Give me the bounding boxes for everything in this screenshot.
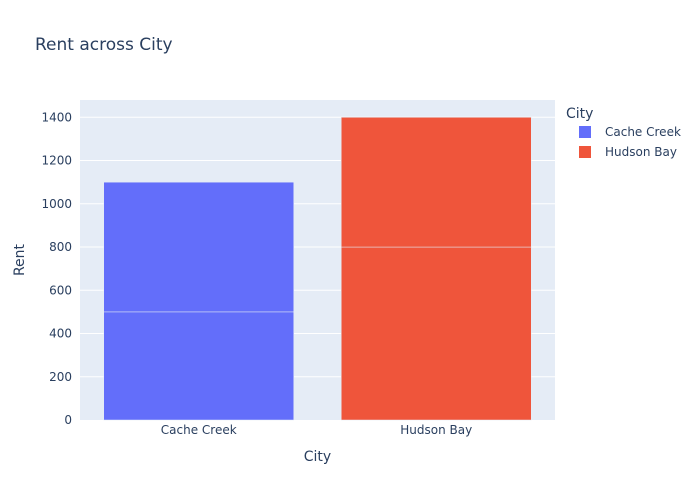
y-tick-label: 400 — [49, 327, 72, 341]
chart-title: Rent across City — [35, 35, 173, 55]
legend-swatch — [579, 126, 591, 138]
x-axis-ticks: Cache Creek Hudson Bay — [161, 423, 472, 437]
x-axis-title: City — [304, 449, 331, 465]
legend-title: City — [566, 106, 593, 122]
y-axis-ticks: 0 200 400 600 800 1000 1200 1400 — [41, 110, 72, 427]
y-tick-label: 600 — [49, 283, 72, 297]
y-tick-label: 1000 — [41, 197, 72, 211]
x-tick-label: Cache Creek — [161, 423, 237, 437]
bar-segment[interactable] — [341, 246, 532, 421]
legend[interactable]: City Cache Creek Hudson Bay — [566, 106, 681, 159]
bar-segment[interactable] — [103, 181, 294, 313]
legend-item[interactable]: Cache Creek — [579, 125, 681, 139]
legend-swatch — [579, 146, 591, 158]
y-tick-label: 0 — [64, 413, 72, 427]
y-tick-label: 200 — [49, 370, 72, 384]
x-tick-label: Hudson Bay — [400, 423, 472, 437]
y-tick-label: 1400 — [41, 110, 72, 124]
bar-segment[interactable] — [341, 117, 532, 248]
y-tick-label: 800 — [49, 240, 72, 254]
y-tick-label: 1200 — [41, 154, 72, 168]
legend-label: Cache Creek — [605, 125, 681, 139]
legend-item[interactable]: Hudson Bay — [579, 145, 677, 159]
bars — [103, 117, 532, 421]
bar-segment[interactable] — [103, 311, 294, 421]
y-axis-title: Rent — [12, 243, 28, 276]
legend-label: Hudson Bay — [605, 145, 677, 159]
